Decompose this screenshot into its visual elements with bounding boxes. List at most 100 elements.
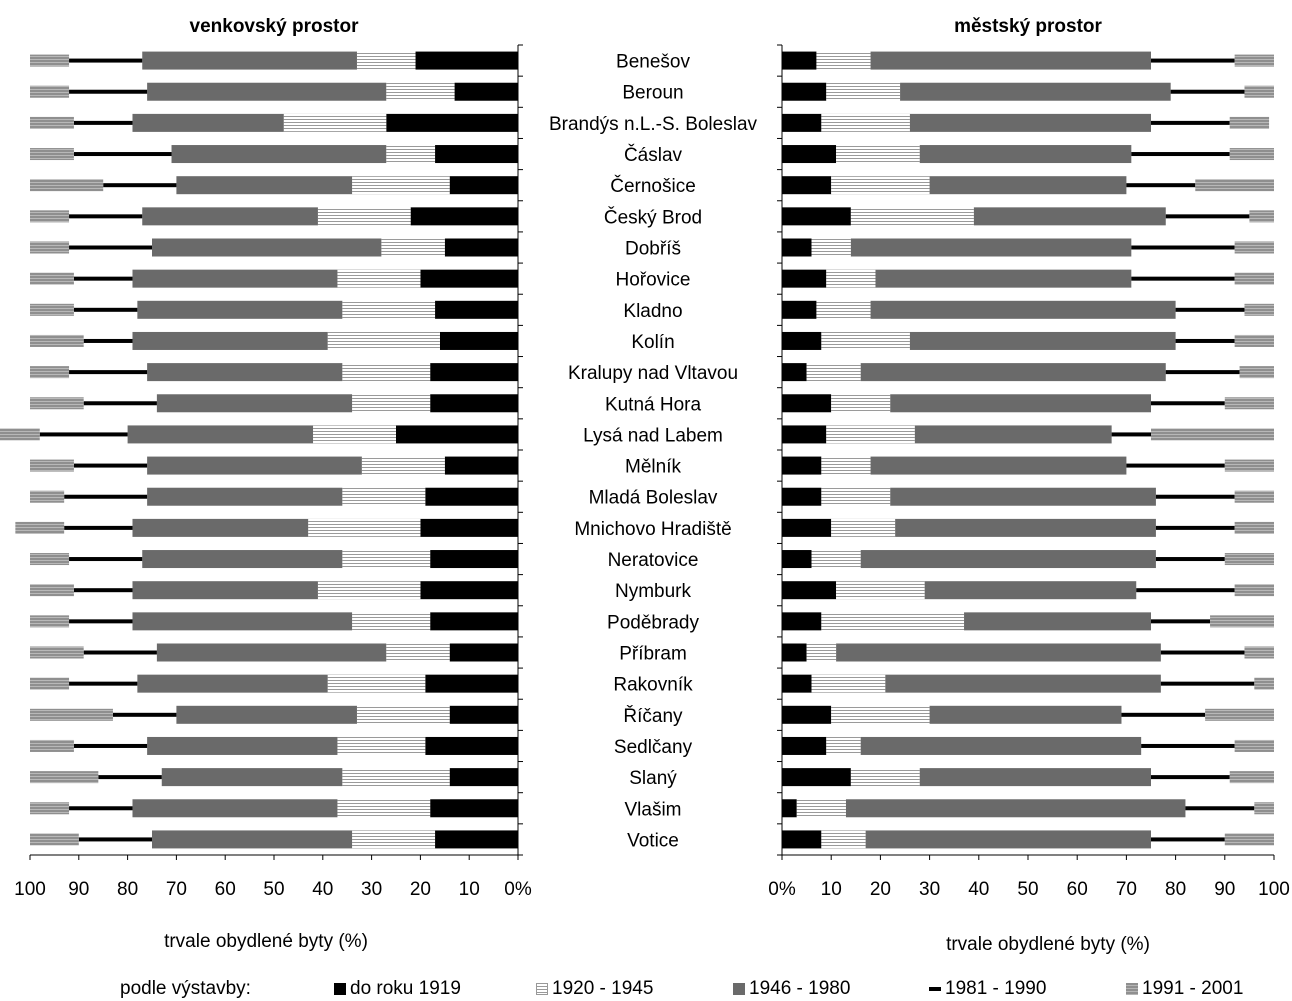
x-tick-label-mestsky: 40 bbox=[968, 879, 989, 900]
x-tick-label-venkovsky: 70 bbox=[166, 879, 187, 900]
bar-venkovsky-1920-1945 bbox=[317, 581, 421, 600]
x-tick-label-mestsky: 60 bbox=[1067, 879, 1088, 900]
bar-mestsky-1946-1980 bbox=[860, 736, 1142, 755]
bar-venkovsky-1946-1980 bbox=[137, 674, 328, 693]
bar-venkovsky-do-roku-1919 bbox=[420, 269, 518, 288]
bar-mestsky-1920-1945 bbox=[816, 51, 871, 70]
bar-venkovsky-1920-1945 bbox=[356, 51, 416, 70]
bar-mestsky-1920-1945 bbox=[806, 643, 837, 662]
bar-mestsky-do-roku-1919 bbox=[782, 113, 822, 132]
bar-venkovsky-1981-1990 bbox=[69, 370, 148, 375]
bar-mestsky-do-roku-1919 bbox=[782, 145, 837, 164]
bar-mestsky-1981-1990 bbox=[1165, 214, 1250, 219]
category-label: Hořovice bbox=[616, 270, 691, 291]
bar-venkovsky-1991-2001 bbox=[30, 334, 84, 347]
bar-mestsky-1946-1980 bbox=[860, 550, 1156, 569]
bar-mestsky-1991-2001 bbox=[1224, 833, 1274, 846]
x-tick-label-venkovsky: 30 bbox=[361, 879, 382, 900]
bar-venkovsky-1991-2001 bbox=[30, 677, 70, 690]
bar-venkovsky-1920-1945 bbox=[386, 145, 436, 164]
bar-venkovsky-1981-1990 bbox=[69, 89, 148, 94]
bar-mestsky-1991-2001 bbox=[1244, 85, 1274, 98]
category-label: Neratovice bbox=[608, 550, 699, 571]
bar-mestsky-1946-1980 bbox=[875, 269, 1132, 288]
legend-prefix: podle výstavby: bbox=[120, 978, 251, 999]
x-tick-label-venkovsky: 20 bbox=[410, 879, 431, 900]
bar-venkovsky-do-roku-1919 bbox=[449, 643, 518, 662]
bar-venkovsky-do-roku-1919 bbox=[425, 674, 518, 693]
bar-venkovsky-1946-1980 bbox=[171, 145, 387, 164]
x-tick-label-venkovsky: 60 bbox=[215, 879, 236, 900]
legend: podle výstavby: do roku 1919 1920 - 1945… bbox=[0, 976, 1292, 999]
bar-venkovsky-1920-1945 bbox=[386, 82, 455, 101]
bar-mestsky-1991-2001 bbox=[1234, 54, 1274, 67]
bar-mestsky-1991-2001 bbox=[1210, 615, 1274, 628]
category-label: Mladá Boleslav bbox=[589, 488, 718, 509]
bar-venkovsky-1981-1990 bbox=[73, 307, 138, 312]
bar-mestsky-1920-1945 bbox=[831, 518, 896, 537]
bar-mestsky-do-roku-1919 bbox=[782, 518, 832, 537]
bar-venkovsky-1920-1945 bbox=[352, 830, 436, 849]
bar-mestsky-1946-1980 bbox=[964, 612, 1151, 631]
bar-mestsky-1920-1945 bbox=[811, 550, 861, 569]
bar-mestsky-1946-1980 bbox=[929, 705, 1122, 724]
bar-mestsky-1981-1990 bbox=[1151, 58, 1235, 63]
bar-venkovsky-do-roku-1919 bbox=[430, 363, 518, 382]
bar-venkovsky-1991-2001 bbox=[30, 646, 84, 659]
bar-venkovsky-1991-2001 bbox=[30, 366, 70, 379]
bar-venkovsky-1920-1945 bbox=[381, 238, 445, 257]
bar-venkovsky-do-roku-1919 bbox=[425, 487, 518, 506]
bar-venkovsky-1991-2001 bbox=[30, 303, 74, 316]
bar-mestsky-1981-1990 bbox=[1136, 588, 1235, 593]
bar-venkovsky-1981-1990 bbox=[69, 619, 133, 624]
bar-mestsky-1946-1980 bbox=[919, 768, 1151, 787]
bar-mestsky-do-roku-1919 bbox=[782, 612, 822, 631]
bar-mestsky-1981-1990 bbox=[1141, 743, 1235, 748]
bar-venkovsky-do-roku-1919 bbox=[425, 736, 518, 755]
bar-mestsky-1920-1945 bbox=[821, 331, 910, 350]
bar-mestsky-do-roku-1919 bbox=[782, 176, 832, 195]
bar-mestsky-do-roku-1919 bbox=[782, 363, 807, 382]
bar-venkovsky-1946-1980 bbox=[132, 113, 284, 132]
bar-mestsky-1920-1945 bbox=[850, 768, 920, 787]
bar-mestsky-1991-2001 bbox=[1249, 210, 1274, 223]
bar-mestsky-1946-1980 bbox=[870, 300, 1176, 319]
bar-venkovsky-do-roku-1919 bbox=[435, 145, 518, 164]
category-label: Beroun bbox=[622, 83, 683, 104]
bar-mestsky-1981-1990 bbox=[1160, 681, 1255, 686]
bar-mestsky-1946-1980 bbox=[885, 674, 1161, 693]
x-tick-label-venkovsky: 90 bbox=[68, 879, 89, 900]
bar-mestsky-do-roku-1919 bbox=[782, 705, 832, 724]
bar-mestsky-1991-2001 bbox=[1234, 521, 1274, 534]
bar-mestsky-1991-2001 bbox=[1205, 708, 1274, 721]
bar-mestsky-1920-1945 bbox=[796, 799, 846, 818]
category-label: Kutná Hora bbox=[605, 394, 702, 415]
bar-mestsky-1991-2001 bbox=[1234, 334, 1274, 347]
bar-mestsky-do-roku-1919 bbox=[782, 768, 851, 787]
category-label: Říčany bbox=[623, 705, 683, 727]
bar-venkovsky-1991-2001 bbox=[30, 85, 70, 98]
bar-venkovsky-1981-1990 bbox=[73, 120, 133, 125]
bar-venkovsky-1946-1980 bbox=[127, 425, 314, 444]
bar-mestsky-1946-1980 bbox=[850, 238, 1132, 257]
bar-venkovsky-1946-1980 bbox=[137, 300, 343, 319]
bar-mestsky-1946-1980 bbox=[909, 331, 1176, 350]
bar-mestsky-1920-1945 bbox=[816, 300, 871, 319]
bar-mestsky-1946-1980 bbox=[919, 145, 1132, 164]
bar-venkovsky-1946-1980 bbox=[142, 51, 357, 70]
bar-mestsky-1920-1945 bbox=[836, 145, 920, 164]
bar-mestsky-do-roku-1919 bbox=[782, 300, 817, 319]
bar-venkovsky-1981-1990 bbox=[83, 401, 157, 406]
bar-venkovsky-1991-2001 bbox=[30, 833, 79, 846]
bar-venkovsky-1946-1980 bbox=[132, 269, 338, 288]
bar-venkovsky-do-roku-1919 bbox=[444, 456, 518, 475]
category-label: Nymburk bbox=[615, 581, 692, 602]
bar-mestsky-1981-1990 bbox=[1175, 338, 1235, 343]
category-label: Kralupy nad Vltavou bbox=[568, 363, 738, 384]
bar-mestsky-1920-1945 bbox=[826, 425, 915, 444]
bar-mestsky-1991-2001 bbox=[1151, 428, 1274, 441]
bar-venkovsky-1946-1980 bbox=[132, 518, 309, 537]
bar-venkovsky-1991-2001 bbox=[30, 459, 74, 472]
bar-mestsky-1920-1945 bbox=[826, 82, 901, 101]
